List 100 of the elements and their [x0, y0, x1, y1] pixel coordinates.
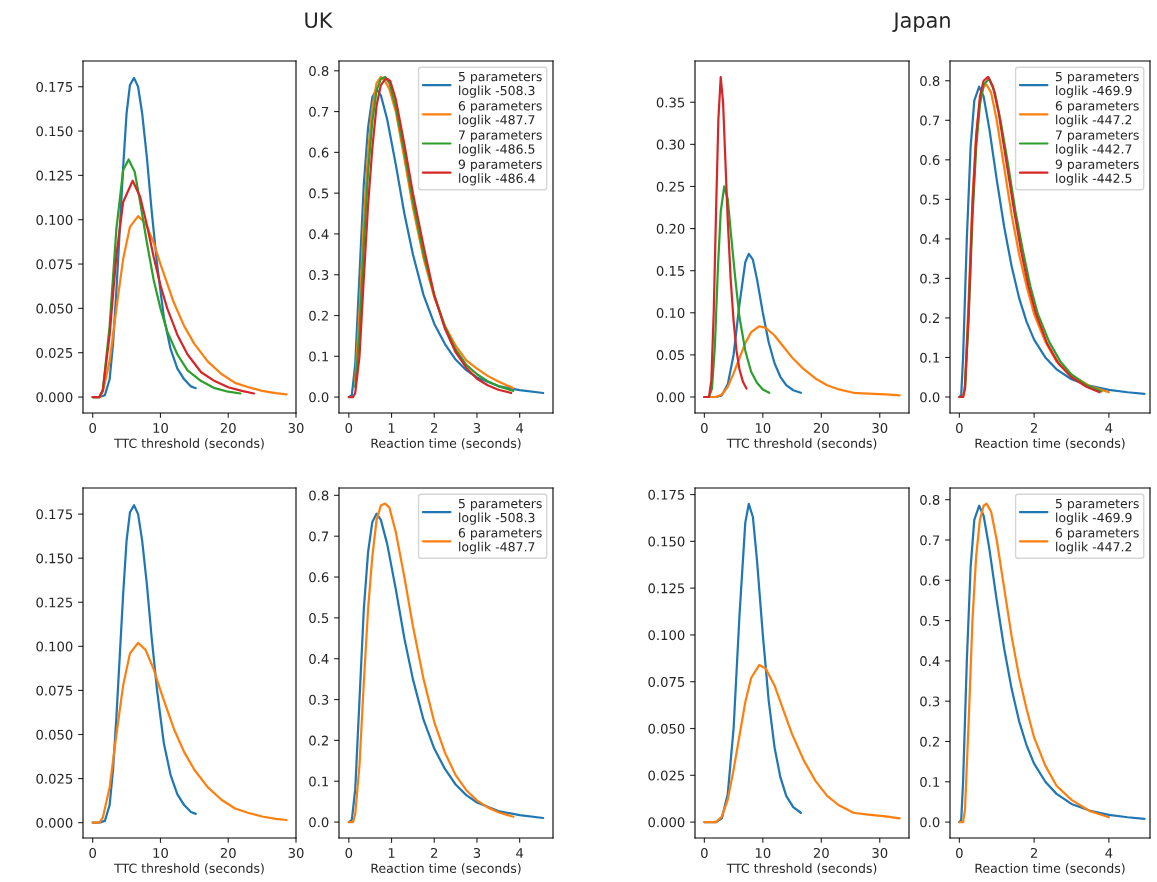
x-axis-title: TTC threshold (seconds) — [726, 438, 877, 450]
x-tick-label: 1 — [388, 848, 395, 858]
y-tick-label: 0.3 — [309, 694, 329, 705]
y-tick-label: 0.20 — [656, 223, 685, 234]
x-tick-label: 2 — [1030, 847, 1037, 858]
y-tick-label: 0.7 — [309, 106, 329, 117]
line-series — [347, 512, 545, 824]
x-tick-label: 0 — [89, 847, 97, 858]
x-tick-label: 20 — [813, 422, 829, 433]
x-tick-label: 0 — [956, 422, 963, 433]
line-series — [958, 85, 1146, 399]
x-axis-title: TTC threshold (seconds) — [114, 438, 264, 450]
legend-label: 6 parameters loglik -447.2 — [1055, 101, 1139, 127]
y-tick-label: 0.6 — [920, 575, 940, 586]
y-tick-label: 0.6 — [309, 147, 329, 158]
x-tick-label: 2 — [1030, 422, 1037, 433]
y-tick-label: 0.075 — [648, 676, 685, 687]
y-tick-label: 0.100 — [648, 630, 685, 641]
y-tick-label: 0.5 — [920, 615, 940, 626]
legend-label: 5 parameters loglik -469.9 — [1055, 72, 1139, 98]
y-tick-label: 0.025 — [648, 770, 685, 781]
x-tick-label: 10 — [755, 847, 771, 858]
y-tick-label: 0.125 — [648, 583, 685, 594]
y-tick-label: 0.025 — [36, 773, 73, 784]
y-tick-label: 0.150 — [36, 126, 73, 137]
legend-label: 6 parameters loglik -487.7 — [458, 528, 542, 554]
y-tick-label: 0.6 — [309, 572, 329, 583]
legend-label: 9 parameters loglik -442.5 — [1055, 159, 1139, 186]
x-tick-label: 0 — [701, 847, 708, 858]
x-tick-label: 30 — [288, 847, 304, 858]
x-tick-label: 2 — [431, 847, 438, 858]
legend-label: 7 parameters loglik -486.5 — [458, 130, 542, 157]
y-tick-label: 0.000 — [648, 817, 685, 828]
y-tick-label: 0.10 — [656, 308, 685, 318]
y-tick-label: 0.15 — [656, 265, 685, 276]
y-tick-label: 0.1 — [309, 351, 329, 362]
y-tick-label: 0.30 — [656, 139, 685, 150]
y-tick-label: 0.7 — [920, 535, 940, 546]
x-tick-label: 30 — [872, 422, 888, 433]
x-tick-label: 0 — [956, 847, 963, 858]
y-tick-label: 0.000 — [36, 392, 73, 403]
legend-label: 6 parameters loglik -487.7 — [458, 101, 542, 127]
x-axis-title: Reaction time (seconds) — [975, 438, 1125, 450]
x-tick-label: 2 — [431, 422, 438, 433]
y-tick-label: 0.025 — [36, 347, 73, 358]
x-tick-label: 30 — [872, 847, 888, 858]
x-tick-label: 4 — [1105, 848, 1113, 858]
line-series — [91, 179, 256, 399]
y-tick-label: 0.7 — [309, 531, 329, 542]
legend-label: 9 parameters loglik -486.4 — [458, 159, 542, 186]
y-tick-label: 0.175 — [36, 509, 73, 520]
y-tick-label: 0.125 — [36, 597, 73, 608]
y-tick-label: 0.7 — [920, 115, 940, 126]
y-tick-label: 0.0 — [309, 817, 329, 828]
y-tick-label: 0.5 — [309, 188, 329, 199]
x-tick-label: 0 — [89, 422, 97, 433]
x-tick-label: 0 — [345, 847, 353, 858]
y-tick-label: 0.5 — [920, 194, 940, 205]
y-tick-label: 0.175 — [648, 489, 685, 500]
line-series — [703, 663, 901, 824]
x-tick-label: 10 — [755, 422, 771, 433]
y-tick-label: 0.150 — [648, 536, 685, 547]
y-tick-label: 0.4 — [920, 656, 940, 667]
y-tick-label: 0.25 — [656, 181, 685, 192]
y-tick-label: 0.1 — [309, 776, 329, 787]
y-tick-label: 0.125 — [36, 170, 73, 181]
x-axis-title: Reaction time (seconds) — [975, 863, 1125, 875]
y-tick-label: 0.05 — [656, 350, 685, 361]
x-axis-title: TTC threshold (seconds) — [114, 863, 264, 875]
y-tick-label: 0.3 — [920, 273, 940, 284]
y-tick-label: 0.8 — [920, 75, 940, 86]
y-tick-label: 0.6 — [920, 155, 940, 166]
y-tick-label: 0.050 — [648, 723, 685, 734]
y-tick-label: 0.000 — [36, 817, 73, 828]
y-tick-label: 0.2 — [920, 313, 939, 324]
y-tick-label: 0.4 — [920, 234, 940, 245]
x-tick-label: 4 — [1105, 423, 1113, 433]
x-tick-label: 3 — [473, 422, 481, 433]
x-axis-title: TTC threshold (seconds) — [726, 863, 877, 875]
x-tick-label: 3 — [473, 847, 481, 858]
legend-label: 6 parameters loglik -447.2 — [1055, 528, 1139, 554]
y-tick-label: 0.2 — [920, 736, 939, 747]
y-tick-label: 0.35 — [656, 97, 685, 108]
y-tick-label: 0.2 — [309, 735, 328, 746]
y-tick-label: 0.175 — [36, 81, 73, 92]
y-tick-label: 0.1 — [920, 777, 940, 787]
x-tick-label: 10 — [153, 422, 168, 433]
y-tick-label: 0.050 — [36, 729, 73, 740]
y-tick-label: 0.8 — [309, 66, 329, 76]
y-tick-label: 0.075 — [36, 685, 73, 696]
x-tick-label: 1 — [388, 423, 395, 433]
y-tick-label: 0.3 — [309, 269, 329, 280]
y-tick-label: 0.8 — [920, 494, 940, 505]
y-tick-label: 0.100 — [36, 641, 73, 652]
x-tick-label: 4 — [516, 848, 524, 858]
x-tick-label: 0 — [701, 422, 708, 433]
y-tick-label: 0.3 — [920, 696, 940, 707]
x-axis-title: Reaction time (seconds) — [371, 863, 521, 875]
x-tick-label: 20 — [220, 847, 236, 858]
y-tick-label: 0.1 — [920, 352, 940, 363]
